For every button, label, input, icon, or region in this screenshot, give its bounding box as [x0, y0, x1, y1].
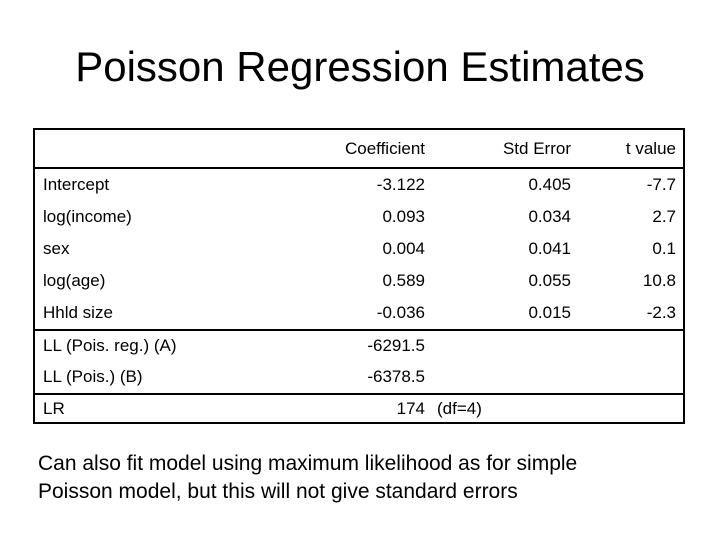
- coefficient-value: -0.036: [376, 303, 425, 322]
- table-row-ll-pois-reg-a: LL (Pois. reg.) (A) -6291.5: [35, 329, 683, 361]
- t-value: 10.8: [642, 271, 676, 290]
- coefficient-value: 0.589: [382, 271, 425, 290]
- coefficient-value: -3.122: [376, 175, 425, 194]
- row-label: LL (Pois. reg.) (A): [43, 336, 177, 355]
- header-coefficient: Coefficient: [344, 138, 425, 158]
- t-value: -7.7: [646, 175, 676, 194]
- header-t-value: t value: [625, 138, 676, 158]
- estimates-table: Coefficient Std Error t value Intercept …: [33, 128, 685, 424]
- row-label: log(income): [43, 207, 132, 226]
- table-row-ll-pois-b: LL (Pois.) (B) -6378.5: [35, 361, 683, 393]
- table-row-sex: sex 0.004 0.041 0.1: [35, 233, 683, 265]
- lr-df-note: (df=4): [437, 398, 482, 418]
- std-error-value: 0.041: [528, 239, 571, 258]
- row-label: log(age): [43, 271, 106, 290]
- coefficient-value: 0.093: [382, 207, 425, 226]
- coefficient-value: 0.004: [382, 239, 425, 258]
- log-likelihood-value: -6378.5: [367, 367, 425, 386]
- row-label: Hhld size: [43, 303, 113, 322]
- table-row-hhld-size: Hhld size -0.036 0.015 -2.3: [35, 297, 683, 329]
- table-row-intercept: Intercept -3.122 0.405 -7.7: [35, 169, 683, 201]
- table-header-row: Coefficient Std Error t value: [35, 130, 683, 169]
- t-value: -2.3: [646, 303, 676, 322]
- table-row-lr: LR 174 (df=4): [35, 393, 683, 422]
- row-label: LL (Pois.) (B): [43, 367, 143, 386]
- row-label: LR: [43, 398, 65, 418]
- lr-statistic-value: 174: [396, 398, 425, 418]
- footer-note-line-2: Poisson model, but this will not give st…: [38, 480, 518, 503]
- row-label: sex: [43, 239, 70, 258]
- footer-note-line-1: Can also fit model using maximum likelih…: [38, 452, 578, 475]
- header-std-error: Std Error: [502, 138, 571, 158]
- row-label: Intercept: [43, 175, 110, 194]
- std-error-value: 0.015: [528, 303, 571, 322]
- t-value: 2.7: [652, 207, 676, 226]
- log-likelihood-value: -6291.5: [367, 336, 425, 355]
- table-row-log-income: log(income) 0.093 0.034 2.7: [35, 201, 683, 233]
- std-error-value: 0.034: [528, 207, 571, 226]
- slide-title: Poisson Regression Estimates: [75, 43, 645, 90]
- std-error-value: 0.055: [528, 271, 571, 290]
- std-error-value: 0.405: [528, 175, 571, 194]
- footer-note: Can also fit model using maximum likelih…: [38, 450, 698, 506]
- t-value: 0.1: [652, 239, 676, 258]
- table-row-log-age: log(age) 0.589 0.055 10.8: [35, 265, 683, 297]
